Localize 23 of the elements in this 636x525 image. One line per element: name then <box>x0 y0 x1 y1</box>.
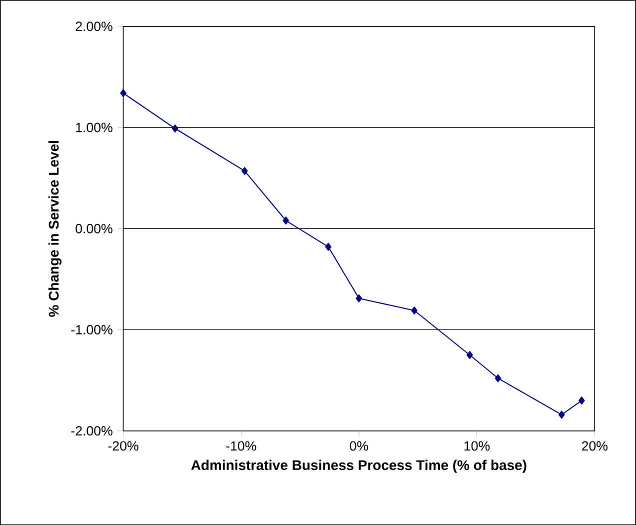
y-tick-label: -1.00% <box>71 324 112 334</box>
y-tick-label: 2.00% <box>76 22 112 32</box>
y-tick-label: 1.00% <box>76 122 112 132</box>
x-tick-label: 10% <box>464 441 490 451</box>
point <box>411 306 418 314</box>
point <box>242 166 248 175</box>
x-tick-label: -10% <box>226 441 256 451</box>
point <box>120 89 126 98</box>
point <box>282 216 290 224</box>
point <box>578 396 585 404</box>
point <box>172 124 178 132</box>
x-tick-label: 20% <box>582 441 608 451</box>
point <box>356 294 362 302</box>
y-axis-title: % Change in Service Level <box>48 140 62 317</box>
y-tick-label: -2.00% <box>71 426 112 436</box>
x-axis-title: Administrative Business Process Time (% of base) <box>191 460 526 473</box>
x-tick-label: 0% <box>350 441 368 451</box>
point <box>325 242 332 251</box>
point <box>466 350 473 359</box>
point <box>558 410 565 419</box>
x-tick-label: -20% <box>108 441 138 451</box>
point <box>494 374 502 382</box>
y-tick-label: 0.00% <box>76 224 112 234</box>
